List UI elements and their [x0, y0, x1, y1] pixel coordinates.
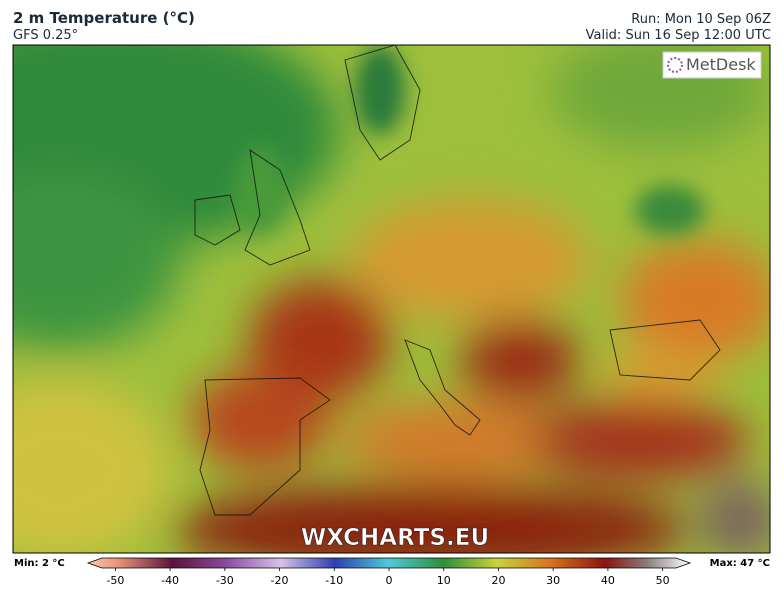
colorbar-tick-label: 0: [386, 574, 393, 587]
colorbar-tick-label: -20: [271, 574, 289, 587]
valid-time: Valid: Sun 16 Sep 12:00 UTC: [586, 28, 771, 43]
coastline: [199, 377, 331, 516]
colorbar: Min: 2 °C Max: 47 °C -50 -40 -30 -20 -10 0 10 2…: [14, 557, 770, 587]
watermark: WXCHARTS.EU: [301, 525, 489, 551]
colorbar-tick-label: -10: [325, 574, 343, 587]
run-time: Run: Mon 10 Sep 06Z: [631, 12, 771, 27]
coastline: [404, 339, 481, 436]
coastline: [609, 319, 721, 381]
logo-text: MetDesk: [686, 55, 756, 74]
coastline: [244, 149, 311, 266]
colorbar-tick-label: 40: [601, 574, 615, 587]
colorbar-tick-label: -50: [106, 574, 124, 587]
coastline: [194, 194, 241, 246]
min-label: Min: 2 °C: [14, 558, 65, 569]
logo-icon: [667, 57, 683, 73]
colorbar-tick-label: -30: [216, 574, 234, 587]
logo-box: [662, 51, 762, 79]
temperature-map: MetDesk WXCHARTS.EU: [13, 45, 770, 553]
colorbar-tick-label: 50: [656, 574, 670, 587]
colorbar-tick-label: -40: [161, 574, 179, 587]
colorbar-tick-label: 10: [437, 574, 451, 587]
coastline: [344, 45, 421, 161]
colorbar-tick-label: 20: [491, 574, 505, 587]
colorbar-tick-label: 30: [546, 574, 560, 587]
max-label: Max: 47 °C: [710, 558, 770, 569]
map-title: 2 m Temperature (°C): [13, 9, 195, 27]
colorbar-bar: [86, 557, 692, 569]
map-frame: [12, 44, 771, 554]
model-name: GFS 0.25°: [13, 28, 78, 43]
